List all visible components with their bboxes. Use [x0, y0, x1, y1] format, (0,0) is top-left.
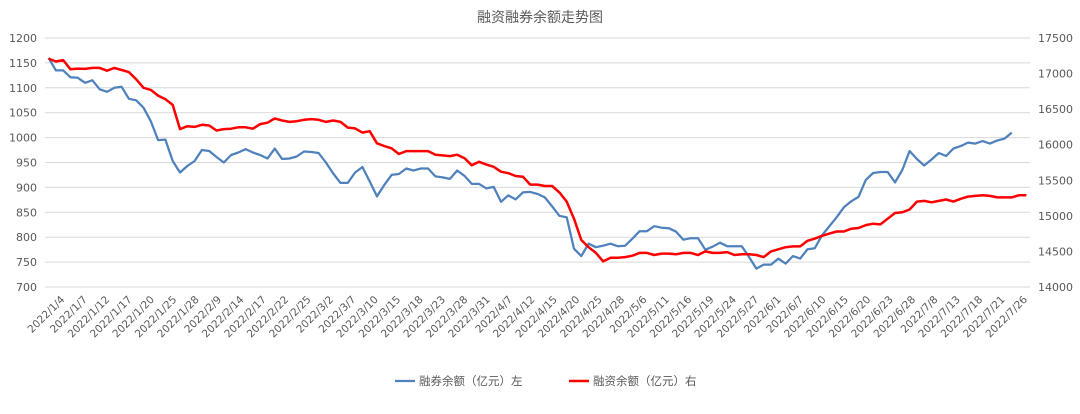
left-tick-label: 800 — [16, 231, 37, 244]
left-tick-label: 700 — [16, 281, 37, 294]
right-tick-label: 14500 — [1038, 245, 1073, 258]
gridlines — [45, 37, 1030, 288]
left-tick-label: 850 — [16, 206, 37, 219]
left-tick-label: 1150 — [9, 57, 37, 70]
left-tick-label: 1100 — [9, 82, 37, 95]
legend-label: 融券余额（亿元）左 — [419, 374, 523, 388]
left-y-axis: 700 750 800 850 900 950 1000 1050 1100 1150 1200 — [9, 32, 37, 294]
legend: 融券余额（亿元）左 融资余额（亿元）右 — [395, 374, 697, 388]
right-y-axis: 14000 14500 15000 15500 16000 16500 17000 17500 — [1038, 32, 1073, 294]
left-tick-label: 1000 — [9, 132, 37, 145]
series-line-0 — [47, 57, 1013, 270]
right-tick-label: 15000 — [1038, 210, 1073, 223]
left-tick-label: 900 — [16, 181, 37, 194]
right-tick-label: 14000 — [1038, 281, 1073, 294]
series-lines — [47, 57, 1027, 270]
right-tick-label: 15500 — [1038, 174, 1073, 187]
chart-title: 融资融券余额走势图 — [477, 9, 603, 26]
right-tick-label: 16500 — [1038, 103, 1073, 116]
right-tick-label: 16000 — [1038, 139, 1073, 152]
left-tick-label: 950 — [16, 157, 37, 170]
left-tick-label: 1050 — [9, 107, 37, 120]
left-tick-label: 1200 — [9, 32, 37, 45]
series-line-1 — [48, 57, 1027, 263]
right-tick-label: 17500 — [1038, 32, 1073, 45]
x-axis: 2022/1/42022/1/72022/1/122022/1/172022/1… — [26, 294, 1031, 341]
right-tick-label: 17000 — [1038, 68, 1073, 81]
legend-label: 融资余额（亿元）右 — [593, 374, 697, 388]
left-tick-label: 750 — [16, 256, 37, 269]
